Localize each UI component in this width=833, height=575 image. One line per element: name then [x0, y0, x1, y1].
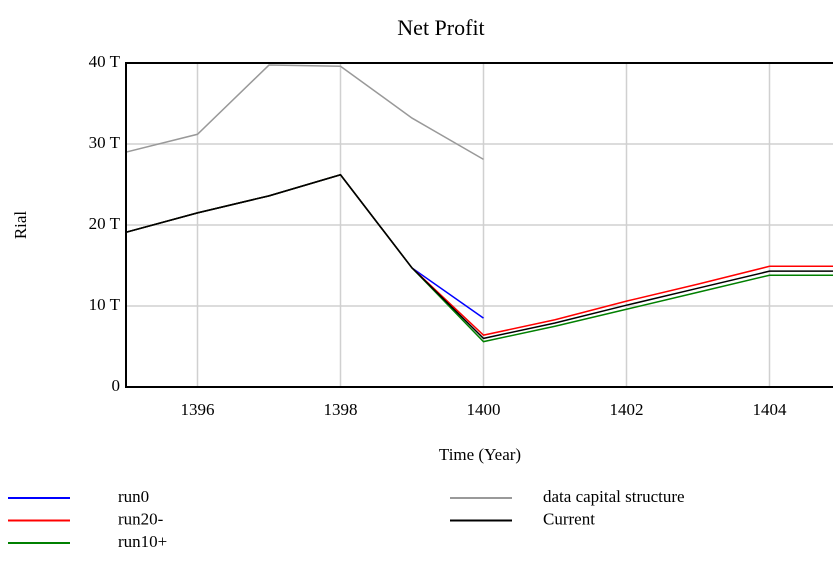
x-tick-label: 1402 — [610, 400, 644, 419]
x-axis-label: Time (Year) — [439, 445, 521, 464]
x-tick-label: 1400 — [467, 400, 501, 419]
series-line — [126, 173, 833, 340]
plot-frame — [125, 62, 833, 388]
series-line — [126, 173, 833, 343]
x-tick-label: 1404 — [753, 400, 788, 419]
chart-title: Net Profit — [397, 15, 484, 40]
x-tick-label: 1398 — [324, 400, 358, 419]
y-tick-label: 0 — [112, 376, 121, 395]
series-line — [126, 173, 484, 319]
y-axis-label: Rial — [11, 211, 30, 240]
legend-label: Current — [543, 509, 595, 528]
y-tick-label: 40 T — [89, 52, 121, 71]
legend-label: data capital structure — [543, 487, 685, 506]
y-tick-label: 10 T — [89, 295, 121, 314]
series-line — [126, 173, 833, 336]
y-tick-label: 30 T — [89, 133, 121, 152]
y-tick-label: 20 T — [89, 214, 121, 233]
x-tick-label: 1396 — [181, 400, 215, 419]
legend-label: run20- — [118, 509, 164, 528]
legend-label: run0 — [118, 487, 149, 506]
legend-label: run10+ — [118, 532, 167, 551]
series-line — [126, 64, 484, 161]
